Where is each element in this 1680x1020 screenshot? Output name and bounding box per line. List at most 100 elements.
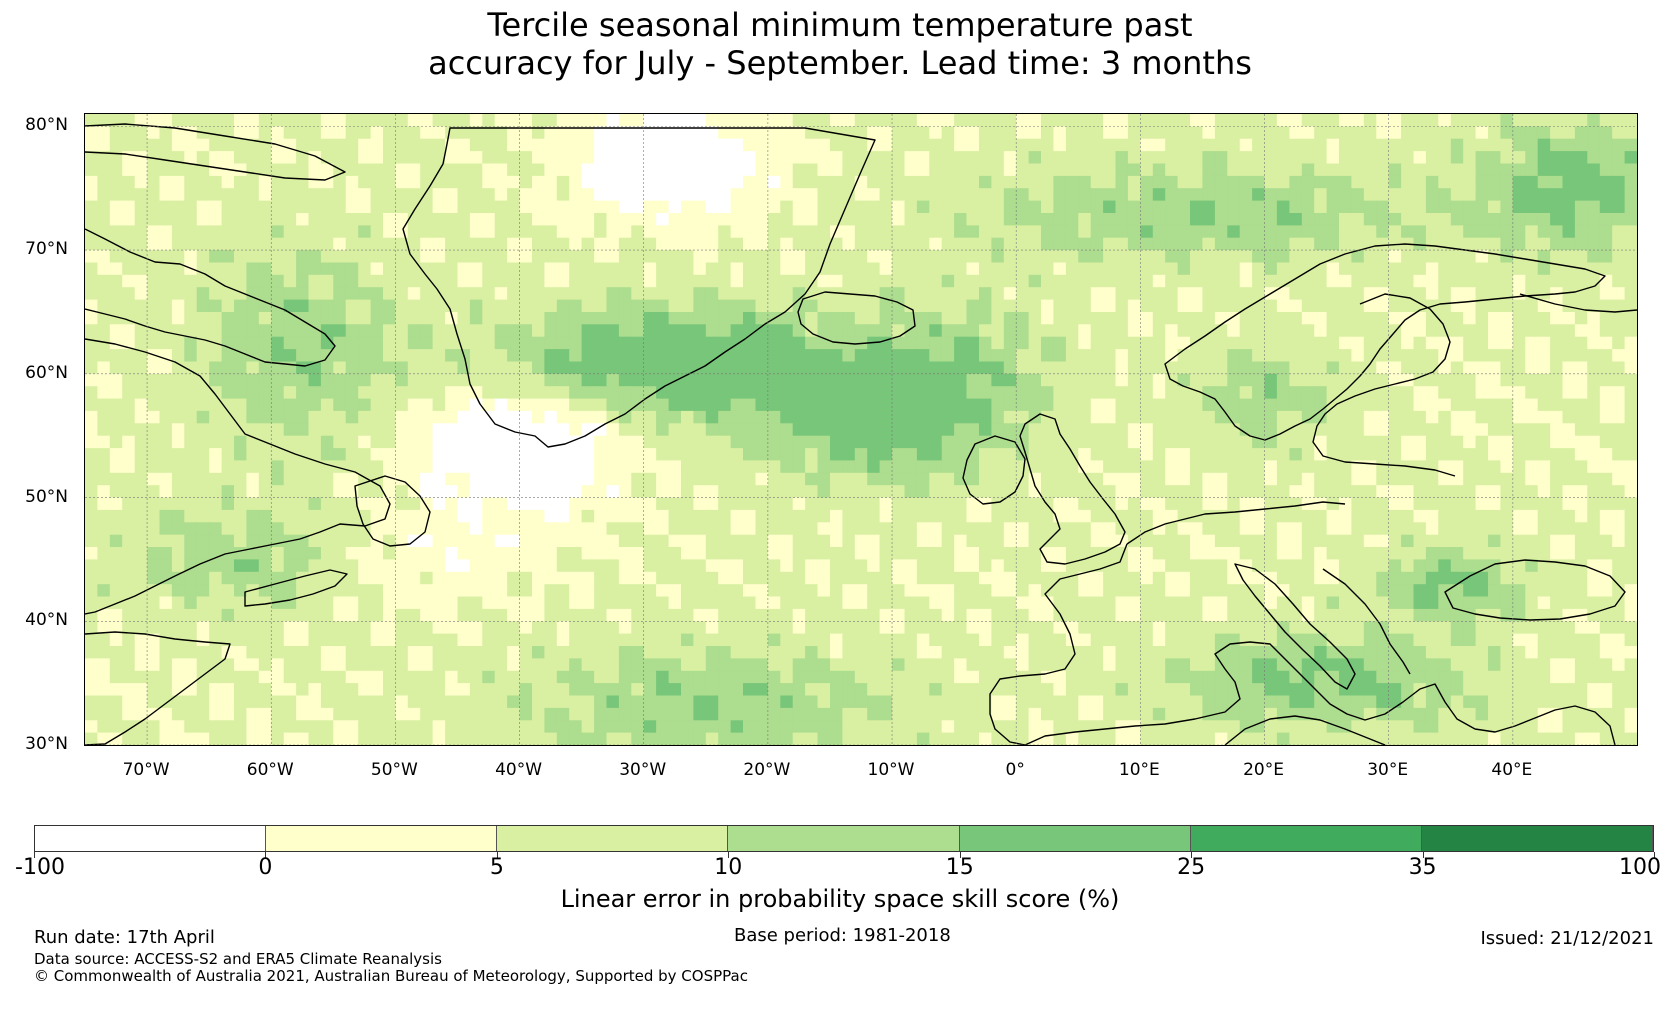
skill-score-map[interactable] (84, 113, 1638, 746)
skill-cell (991, 460, 1005, 474)
skill-cell (370, 509, 384, 523)
skill-cell (184, 225, 198, 239)
skill-cell (1227, 361, 1241, 375)
skill-cell (830, 559, 843, 573)
skill-cell (420, 485, 434, 499)
skill-cell (1624, 200, 1637, 214)
skill-cell (1475, 262, 1489, 276)
skill-cell (966, 163, 980, 177)
skill-cell (1500, 126, 1514, 140)
skill-cell (420, 373, 434, 387)
skill-cell (1488, 522, 1501, 536)
skill-cell (283, 349, 297, 363)
skill-cell (345, 534, 359, 548)
skill-cell (1351, 262, 1365, 276)
skill-cell (1127, 250, 1141, 264)
skill-cell (1127, 324, 1141, 338)
skill-cell (941, 460, 955, 474)
skill-cell (643, 485, 657, 499)
skill-cell (159, 299, 173, 313)
skill-cell (1252, 324, 1266, 338)
skill-cell (817, 571, 831, 585)
skill-cell (1314, 435, 1328, 449)
skill-cell (1326, 138, 1340, 152)
skill-cell (1438, 398, 1452, 412)
skill-cell (916, 175, 930, 189)
skill-cell (916, 324, 930, 338)
skill-cell (1227, 460, 1241, 474)
skill-cell (594, 262, 608, 276)
skill-cell (519, 509, 533, 523)
skill-cell (1028, 175, 1042, 189)
skill-cell (432, 274, 446, 288)
skill-cell (1140, 225, 1154, 239)
skill-cell (1624, 114, 1637, 127)
skill-cell (420, 584, 434, 598)
skill-cell (1525, 596, 1539, 610)
skill-cell (1003, 188, 1017, 202)
skill-cell (1264, 386, 1278, 400)
skill-cell (258, 312, 272, 325)
skill-cell (892, 435, 905, 449)
skill-cell (755, 262, 769, 276)
skill-cell (1587, 584, 1601, 598)
skill-cell (1127, 386, 1141, 400)
skill-cell (345, 485, 359, 499)
skill-cell (1612, 250, 1626, 264)
skill-cell (904, 138, 918, 152)
skill-cell (445, 312, 459, 325)
skill-cell (407, 114, 421, 127)
skill-cell (258, 423, 272, 437)
skill-cell (631, 509, 645, 523)
skill-cell (1562, 151, 1576, 165)
skill-cell (358, 398, 372, 412)
skill-cell (705, 386, 719, 400)
skill-cell (1065, 138, 1079, 152)
skill-cell (494, 460, 508, 474)
skill-cell (606, 126, 620, 140)
skill-cell (941, 373, 955, 387)
skill-cell (1562, 213, 1576, 226)
skill-cell (817, 114, 831, 127)
skill-cell (122, 274, 136, 288)
skill-cell (1401, 423, 1415, 437)
skill-cell (395, 287, 409, 301)
skill-cell (941, 163, 955, 177)
skill-cell (805, 435, 819, 449)
skill-cell (1202, 460, 1216, 474)
skill-cell (1152, 336, 1166, 350)
skill-cell (85, 188, 98, 202)
skill-cell (283, 460, 297, 474)
skill-cell (1140, 472, 1154, 486)
skill-cell (395, 509, 409, 523)
skill-cell (643, 151, 657, 165)
skill-cell (122, 151, 136, 165)
skill-cell (258, 509, 272, 523)
skill-cell (556, 398, 570, 412)
skill-cell (656, 460, 670, 474)
skill-cell (395, 485, 409, 499)
skill-cell (1450, 571, 1464, 585)
skill-cell (1028, 472, 1042, 486)
skill-cell (854, 213, 868, 226)
skill-cell (147, 522, 161, 536)
skill-cell (656, 497, 670, 511)
skill-cell (544, 188, 558, 202)
skill-cell (1177, 349, 1191, 363)
skill-cell (693, 423, 707, 437)
skill-cell (991, 262, 1005, 276)
skill-cell (469, 534, 483, 548)
skill-cell (1190, 571, 1203, 585)
skill-cell (308, 373, 322, 387)
skill-cell (1140, 497, 1154, 511)
skill-cell (892, 262, 905, 276)
skill-cell (507, 460, 521, 474)
skill-cell (1599, 250, 1613, 264)
skill-cell (916, 188, 930, 202)
skill-cell (892, 423, 905, 437)
skill-cell (1351, 349, 1365, 363)
skill-cell (1252, 423, 1266, 437)
skill-cell (618, 584, 632, 598)
skill-cell (767, 571, 781, 585)
skill-cell (966, 410, 980, 424)
